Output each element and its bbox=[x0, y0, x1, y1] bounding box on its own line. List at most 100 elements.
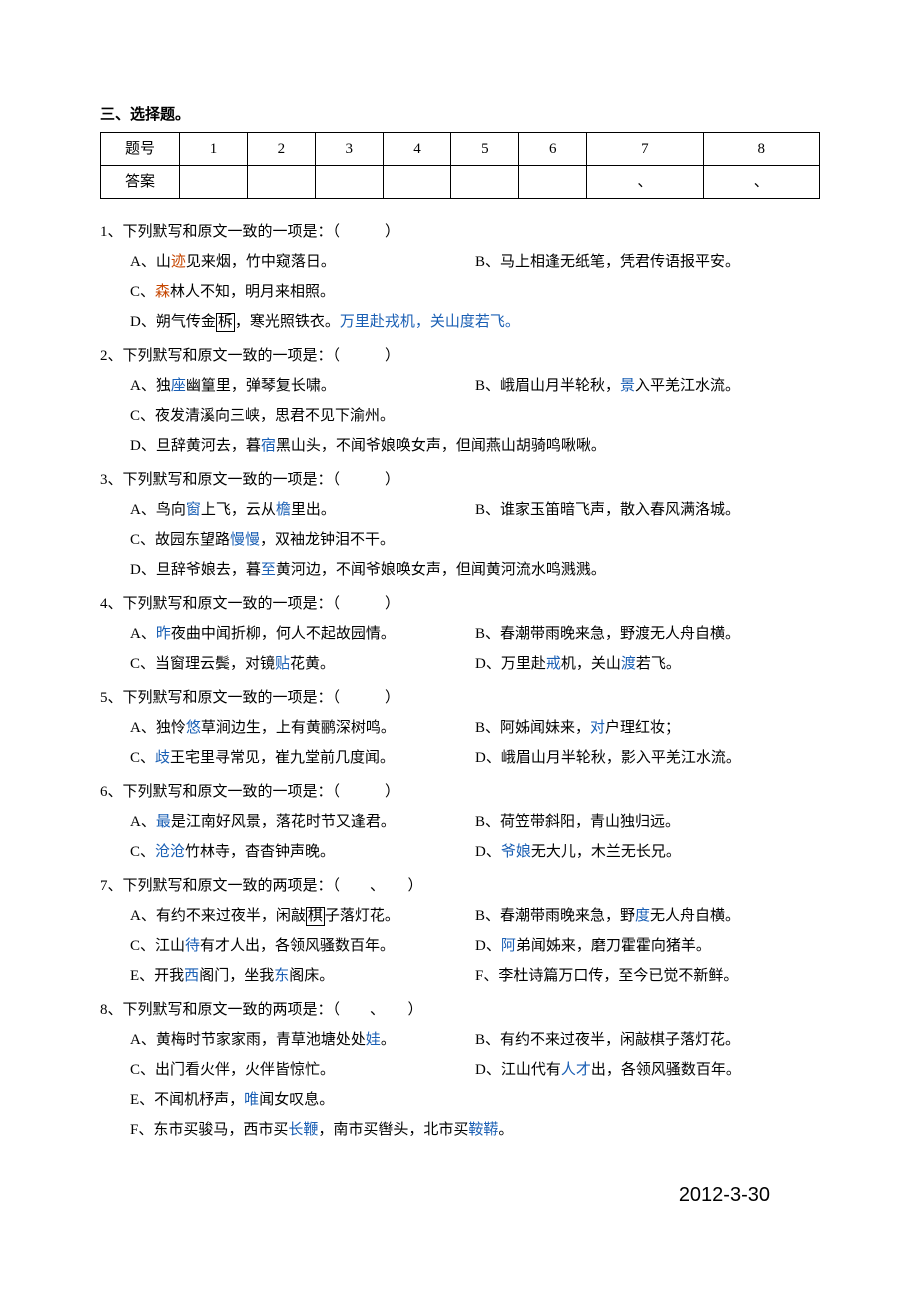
option-item: C、夜发清溪向三峡，思君不见下渝州。 bbox=[130, 401, 820, 431]
date-footer: 2012-3-30 bbox=[100, 1175, 820, 1215]
boxed-char: 棋 bbox=[306, 907, 325, 926]
option-item: A、独座幽篁里，弹琴复长啸。 bbox=[130, 371, 475, 401]
highlight-text: 歧 bbox=[155, 750, 170, 766]
highlight-text: 森 bbox=[155, 284, 170, 300]
option-item: D、朔气传金柝，寒光照铁衣。万里赴戎机，关山度若飞。 bbox=[130, 307, 820, 337]
options: A、昨夜曲中闻折柳，何人不起故园情。B、春潮带雨晚来急，野渡无人舟自横。C、当窗… bbox=[100, 619, 820, 679]
option-row: A、鸟向窗上飞，云从檐里出。B、谁家玉笛暗飞声，散入春风满洛城。 bbox=[130, 495, 820, 525]
option-row: A、黄梅时节家家雨，青草池塘处处娃。B、有约不来过夜半，闲敲棋子落灯花。 bbox=[130, 1025, 820, 1055]
highlight-text: 待 bbox=[185, 938, 200, 954]
question-block: 5、下列默写和原文一致的一项是：（ ）A、独怜悠草涧边生，上有黄鹂深树鸣。B、阿… bbox=[100, 683, 820, 773]
question-block: 1、下列默写和原文一致的一项是：（ ）A、山迹见来烟，竹中窥落日。B、马上相逢无… bbox=[100, 217, 820, 337]
option-item: B、谁家玉笛暗飞声，散入春风满洛城。 bbox=[475, 495, 820, 525]
option-row: C、歧王宅里寻常见，崔九堂前几度闻。D、峨眉山月半轮秋，影入平羌江水流。 bbox=[130, 743, 820, 773]
option-row: C、夜发清溪向三峡，思君不见下渝州。 bbox=[130, 401, 820, 431]
option-item: C、森林人不知，明月来相照。 bbox=[130, 277, 820, 307]
highlight-text: 沧沧 bbox=[155, 844, 185, 860]
option-row: C、当窗理云鬓，对镜贴花黄。D、万里赴戒机，关山渡若飞。 bbox=[130, 649, 820, 679]
question-block: 7、下列默写和原文一致的两项是：（ 、 ）A、有约不来过夜半，闲敲棋子落灯花。B… bbox=[100, 871, 820, 991]
options: A、独怜悠草涧边生，上有黄鹂深树鸣。B、阿姊闻妹来，对户理红妆；C、歧王宅里寻常… bbox=[100, 713, 820, 773]
option-item: F、李杜诗篇万口传，至今已觉不新鲜。 bbox=[475, 961, 820, 991]
question-stem: 3、下列默写和原文一致的一项是：（ ） bbox=[100, 465, 820, 495]
answer-cell bbox=[519, 166, 587, 199]
highlight-text: 檐 bbox=[276, 502, 291, 518]
highlight-text: 慢慢 bbox=[230, 532, 260, 548]
highlight-text: 唯 bbox=[244, 1092, 259, 1108]
col-head: 3 bbox=[315, 133, 383, 166]
option-row: C、沧沧竹林寺，杳杳钟声晚。D、爷娘无大儿，木兰无长兄。 bbox=[130, 837, 820, 867]
option-item: C、故园东望路慢慢，双袖龙钟泪不干。 bbox=[130, 525, 820, 555]
option-item: A、昨夜曲中闻折柳，何人不起故园情。 bbox=[130, 619, 475, 649]
option-row: C、故园东望路慢慢，双袖龙钟泪不干。 bbox=[130, 525, 820, 555]
option-item: B、马上相逢无纸笔，凭君传语报平安。 bbox=[475, 247, 820, 277]
option-item: A、黄梅时节家家雨，青草池塘处处娃。 bbox=[130, 1025, 475, 1055]
option-row: C、森林人不知，明月来相照。 bbox=[130, 277, 820, 307]
option-item: A、独怜悠草涧边生，上有黄鹂深树鸣。 bbox=[130, 713, 475, 743]
option-row: D、旦辞黄河去，暮宿黑山头，不闻爷娘唤女声，但闻燕山胡骑鸣啾啾。 bbox=[130, 431, 820, 461]
option-item: B、峨眉山月半轮秋，景入平羌江水流。 bbox=[475, 371, 820, 401]
option-item: D、峨眉山月半轮秋，影入平羌江水流。 bbox=[475, 743, 820, 773]
highlight-text: 东 bbox=[274, 968, 289, 984]
question-stem: 2、下列默写和原文一致的一项是：（ ） bbox=[100, 341, 820, 371]
question-stem: 7、下列默写和原文一致的两项是：（ 、 ） bbox=[100, 871, 820, 901]
col-head: 4 bbox=[383, 133, 451, 166]
option-item: C、出门看火伴，火伴皆惊忙。 bbox=[130, 1055, 475, 1085]
highlight-text: 贴 bbox=[275, 656, 290, 672]
option-item: B、有约不来过夜半，闲敲棋子落灯花。 bbox=[475, 1025, 820, 1055]
col-head: 1 bbox=[180, 133, 248, 166]
option-row: E、开我西阁门，坐我东阁床。F、李杜诗篇万口传，至今已觉不新鲜。 bbox=[130, 961, 820, 991]
option-row: E、不闻机杼声，唯闻女叹息。 bbox=[130, 1085, 820, 1115]
option-row: D、朔气传金柝，寒光照铁衣。万里赴戎机，关山度若飞。 bbox=[130, 307, 820, 337]
question-stem: 1、下列默写和原文一致的一项是：（ ） bbox=[100, 217, 820, 247]
question-stem: 5、下列默写和原文一致的一项是：（ ） bbox=[100, 683, 820, 713]
option-item: B、荷笠带斜阳，青山独归远。 bbox=[475, 807, 820, 837]
option-item: C、当窗理云鬓，对镜贴花黄。 bbox=[130, 649, 475, 679]
highlight-text: 鞍鞯 bbox=[468, 1122, 498, 1138]
highlight-text: 至 bbox=[261, 562, 276, 578]
highlight-text: 迹 bbox=[171, 254, 186, 270]
option-item: D、江山代有人才出，各领风骚数百年。 bbox=[475, 1055, 820, 1085]
question-block: 2、下列默写和原文一致的一项是：（ ）A、独座幽篁里，弹琴复长啸。B、峨眉山月半… bbox=[100, 341, 820, 461]
option-row: A、独座幽篁里，弹琴复长啸。B、峨眉山月半轮秋，景入平羌江水流。 bbox=[130, 371, 820, 401]
option-item: A、有约不来过夜半，闲敲棋子落灯花。 bbox=[130, 901, 475, 931]
answer-cell bbox=[451, 166, 519, 199]
highlight-text: 度 bbox=[635, 908, 650, 924]
answer-cell bbox=[383, 166, 451, 199]
highlight-text: 窗 bbox=[186, 502, 201, 518]
option-item: D、万里赴戒机，关山渡若飞。 bbox=[475, 649, 820, 679]
question-block: 3、下列默写和原文一致的一项是：（ ）A、鸟向窗上飞，云从檐里出。B、谁家玉笛暗… bbox=[100, 465, 820, 585]
section-title: 三、选择题。 bbox=[100, 100, 820, 130]
highlight-text: 爷娘 bbox=[501, 844, 531, 860]
option-row: A、有约不来过夜半，闲敲棋子落灯花。B、春潮带雨晚来急，野度无人舟自横。 bbox=[130, 901, 820, 931]
highlight-text: 阿 bbox=[501, 938, 516, 954]
option-item: E、不闻机杼声，唯闻女叹息。 bbox=[130, 1085, 820, 1115]
answer-cell bbox=[315, 166, 383, 199]
col-head: 8 bbox=[703, 133, 819, 166]
boxed-char: 柝 bbox=[216, 313, 235, 332]
options: A、山迹见来烟，竹中窥落日。B、马上相逢无纸笔，凭君传语报平安。C、森林人不知，… bbox=[100, 247, 820, 337]
option-row: C、江山待有才人出，各领风骚数百年。D、阿弟闻姊来，磨刀霍霍向猪羊。 bbox=[130, 931, 820, 961]
options: A、鸟向窗上飞，云从檐里出。B、谁家玉笛暗飞声，散入春风满洛城。C、故园东望路慢… bbox=[100, 495, 820, 585]
option-row: C、出门看火伴，火伴皆惊忙。D、江山代有人才出，各领风骚数百年。 bbox=[130, 1055, 820, 1085]
option-item: D、旦辞黄河去，暮宿黑山头，不闻爷娘唤女声，但闻燕山胡骑鸣啾啾。 bbox=[130, 431, 820, 461]
highlight-text: 对 bbox=[590, 720, 605, 736]
highlight-text: 娃 bbox=[366, 1032, 381, 1048]
highlight-text: 昨 bbox=[156, 626, 171, 642]
row-label: 答案 bbox=[101, 166, 180, 199]
option-item: A、最是江南好风景，落花时节又逢君。 bbox=[130, 807, 475, 837]
option-row: A、最是江南好风景，落花时节又逢君。B、荷笠带斜阳，青山独归远。 bbox=[130, 807, 820, 837]
option-row: F、东市买骏马，西市买长鞭，南市买辔头，北市买鞍鞯。 bbox=[130, 1115, 820, 1145]
option-item: A、鸟向窗上飞，云从檐里出。 bbox=[130, 495, 475, 525]
option-item: D、阿弟闻姊来，磨刀霍霍向猪羊。 bbox=[475, 931, 820, 961]
highlight-text: 戒 bbox=[546, 656, 561, 672]
question-block: 4、下列默写和原文一致的一项是：（ ）A、昨夜曲中闻折柳，何人不起故园情。B、春… bbox=[100, 589, 820, 679]
question-stem: 4、下列默写和原文一致的一项是：（ ） bbox=[100, 589, 820, 619]
highlight-text: 渡 bbox=[621, 656, 636, 672]
row-label: 题号 bbox=[101, 133, 180, 166]
option-row: A、山迹见来烟，竹中窥落日。B、马上相逢无纸笔，凭君传语报平安。 bbox=[130, 247, 820, 277]
options: A、独座幽篁里，弹琴复长啸。B、峨眉山月半轮秋，景入平羌江水流。C、夜发清溪向三… bbox=[100, 371, 820, 461]
option-row: D、旦辞爷娘去，暮至黄河边，不闻爷娘唤女声，但闻黄河流水鸣溅溅。 bbox=[130, 555, 820, 585]
option-item: A、山迹见来烟，竹中窥落日。 bbox=[130, 247, 475, 277]
answer-table: 题号 1 2 3 4 5 6 7 8 答案 、 、 bbox=[100, 132, 820, 199]
option-item: B、春潮带雨晚来急，野渡无人舟自横。 bbox=[475, 619, 820, 649]
